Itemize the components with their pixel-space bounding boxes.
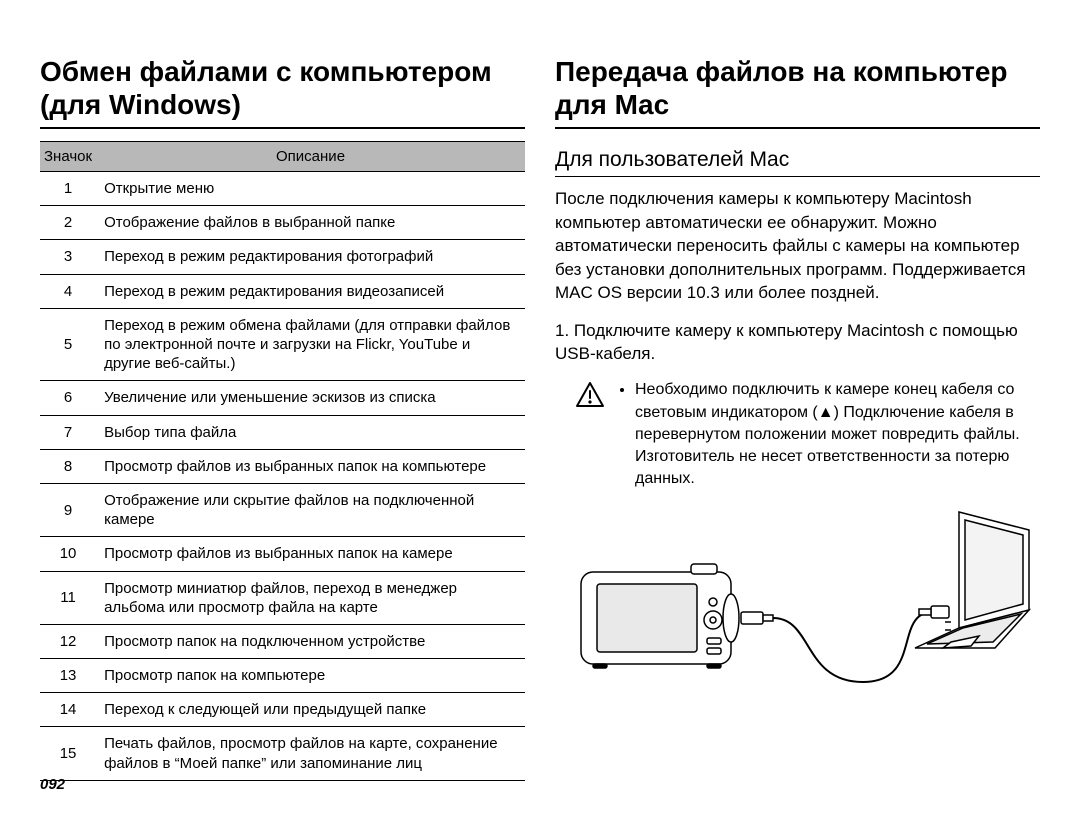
table-row: 2Отображение файлов в выбранной папке [40,206,525,240]
row-num: 8 [40,449,96,483]
row-num: 9 [40,483,96,536]
connection-illustration [555,502,1040,707]
right-column: Передача файлов на компьютер для Mac Для… [555,55,1040,795]
row-num: 4 [40,274,96,308]
row-desc: Открытие меню [96,172,525,206]
row-desc: Переход в режим редактирования видеозапи… [96,274,525,308]
row-desc: Выбор типа файла [96,415,525,449]
warning-text: Необходимо подключить к камере конец каб… [617,379,1040,489]
right-heading: Передача файлов на компьютер для Mac [555,55,1040,129]
row-num: 13 [40,659,96,693]
table-row: 8Просмотр файлов из выбранных папок на к… [40,449,525,483]
row-desc: Отображение или скрытие файлов на подклю… [96,483,525,536]
right-subheading: Для пользователей Mac [555,147,1040,177]
row-num: 5 [40,308,96,381]
page: Обмен файлами с компьютером (для Windows… [0,0,1080,815]
table-col-desc: Описание [96,142,525,172]
intro-paragraph: После подключения камеры к компьютеру Ma… [555,187,1040,304]
row-desc: Просмотр файлов из выбранных папок на ко… [96,449,525,483]
table-row: 3Переход в режим редактирования фотограф… [40,240,525,274]
warning-bullet: Необходимо подключить к камере конец каб… [635,379,1040,489]
warning-icon [575,381,605,414]
row-desc: Переход к следующей или предыдущей папке [96,693,525,727]
row-num: 12 [40,624,96,658]
table-row: 9Отображение или скрытие файлов на подкл… [40,483,525,536]
step-1: 1. Подключите камеру к компьютеру Macint… [555,319,1040,366]
row-desc: Просмотр папок на компьютере [96,659,525,693]
row-desc: Переход в режим обмена файлами (для отпр… [96,308,525,381]
row-num: 2 [40,206,96,240]
table-row: 12Просмотр папок на подключенном устройс… [40,624,525,658]
row-num: 1 [40,172,96,206]
left-column: Обмен файлами с компьютером (для Windows… [40,55,525,795]
table-row: 5Переход в режим обмена файлами (для отп… [40,308,525,381]
table-row: 15Печать файлов, просмотр файлов на карт… [40,727,525,780]
table-row: 14Переход к следующей или предыдущей пап… [40,693,525,727]
row-num: 3 [40,240,96,274]
table-row: 7Выбор типа файла [40,415,525,449]
table-row: 6Увеличение или уменьшение эскизов из сп… [40,381,525,415]
warning-callout: Необходимо подключить к камере конец каб… [575,379,1040,489]
row-num: 14 [40,693,96,727]
table-row: 13Просмотр папок на компьютере [40,659,525,693]
icon-description-table: Значок Описание 1Открытие меню 2Отображе… [40,141,525,781]
row-desc: Просмотр файлов из выбранных папок на ка… [96,537,525,571]
table-row: 4Переход в режим редактирования видеозап… [40,274,525,308]
table-col-icon: Значок [40,142,96,172]
table-row: 1Открытие меню [40,172,525,206]
row-desc: Печать файлов, просмотр файлов на карте,… [96,727,525,780]
row-desc: Увеличение или уменьшение эскизов из спи… [96,381,525,415]
row-num: 15 [40,727,96,780]
page-number: 092 [40,776,65,793]
row-desc: Отображение файлов в выбранной папке [96,206,525,240]
row-desc: Просмотр миниатюр файлов, переход в мене… [96,571,525,624]
table-row: 11Просмотр миниатюр файлов, переход в ме… [40,571,525,624]
row-desc: Просмотр папок на подключенном устройств… [96,624,525,658]
table-row: 10Просмотр файлов из выбранных папок на … [40,537,525,571]
row-num: 11 [40,571,96,624]
row-num: 7 [40,415,96,449]
left-heading: Обмен файлами с компьютером (для Windows… [40,55,525,129]
row-desc: Переход в режим редактирования фотографи… [96,240,525,274]
row-num: 6 [40,381,96,415]
row-num: 10 [40,537,96,571]
